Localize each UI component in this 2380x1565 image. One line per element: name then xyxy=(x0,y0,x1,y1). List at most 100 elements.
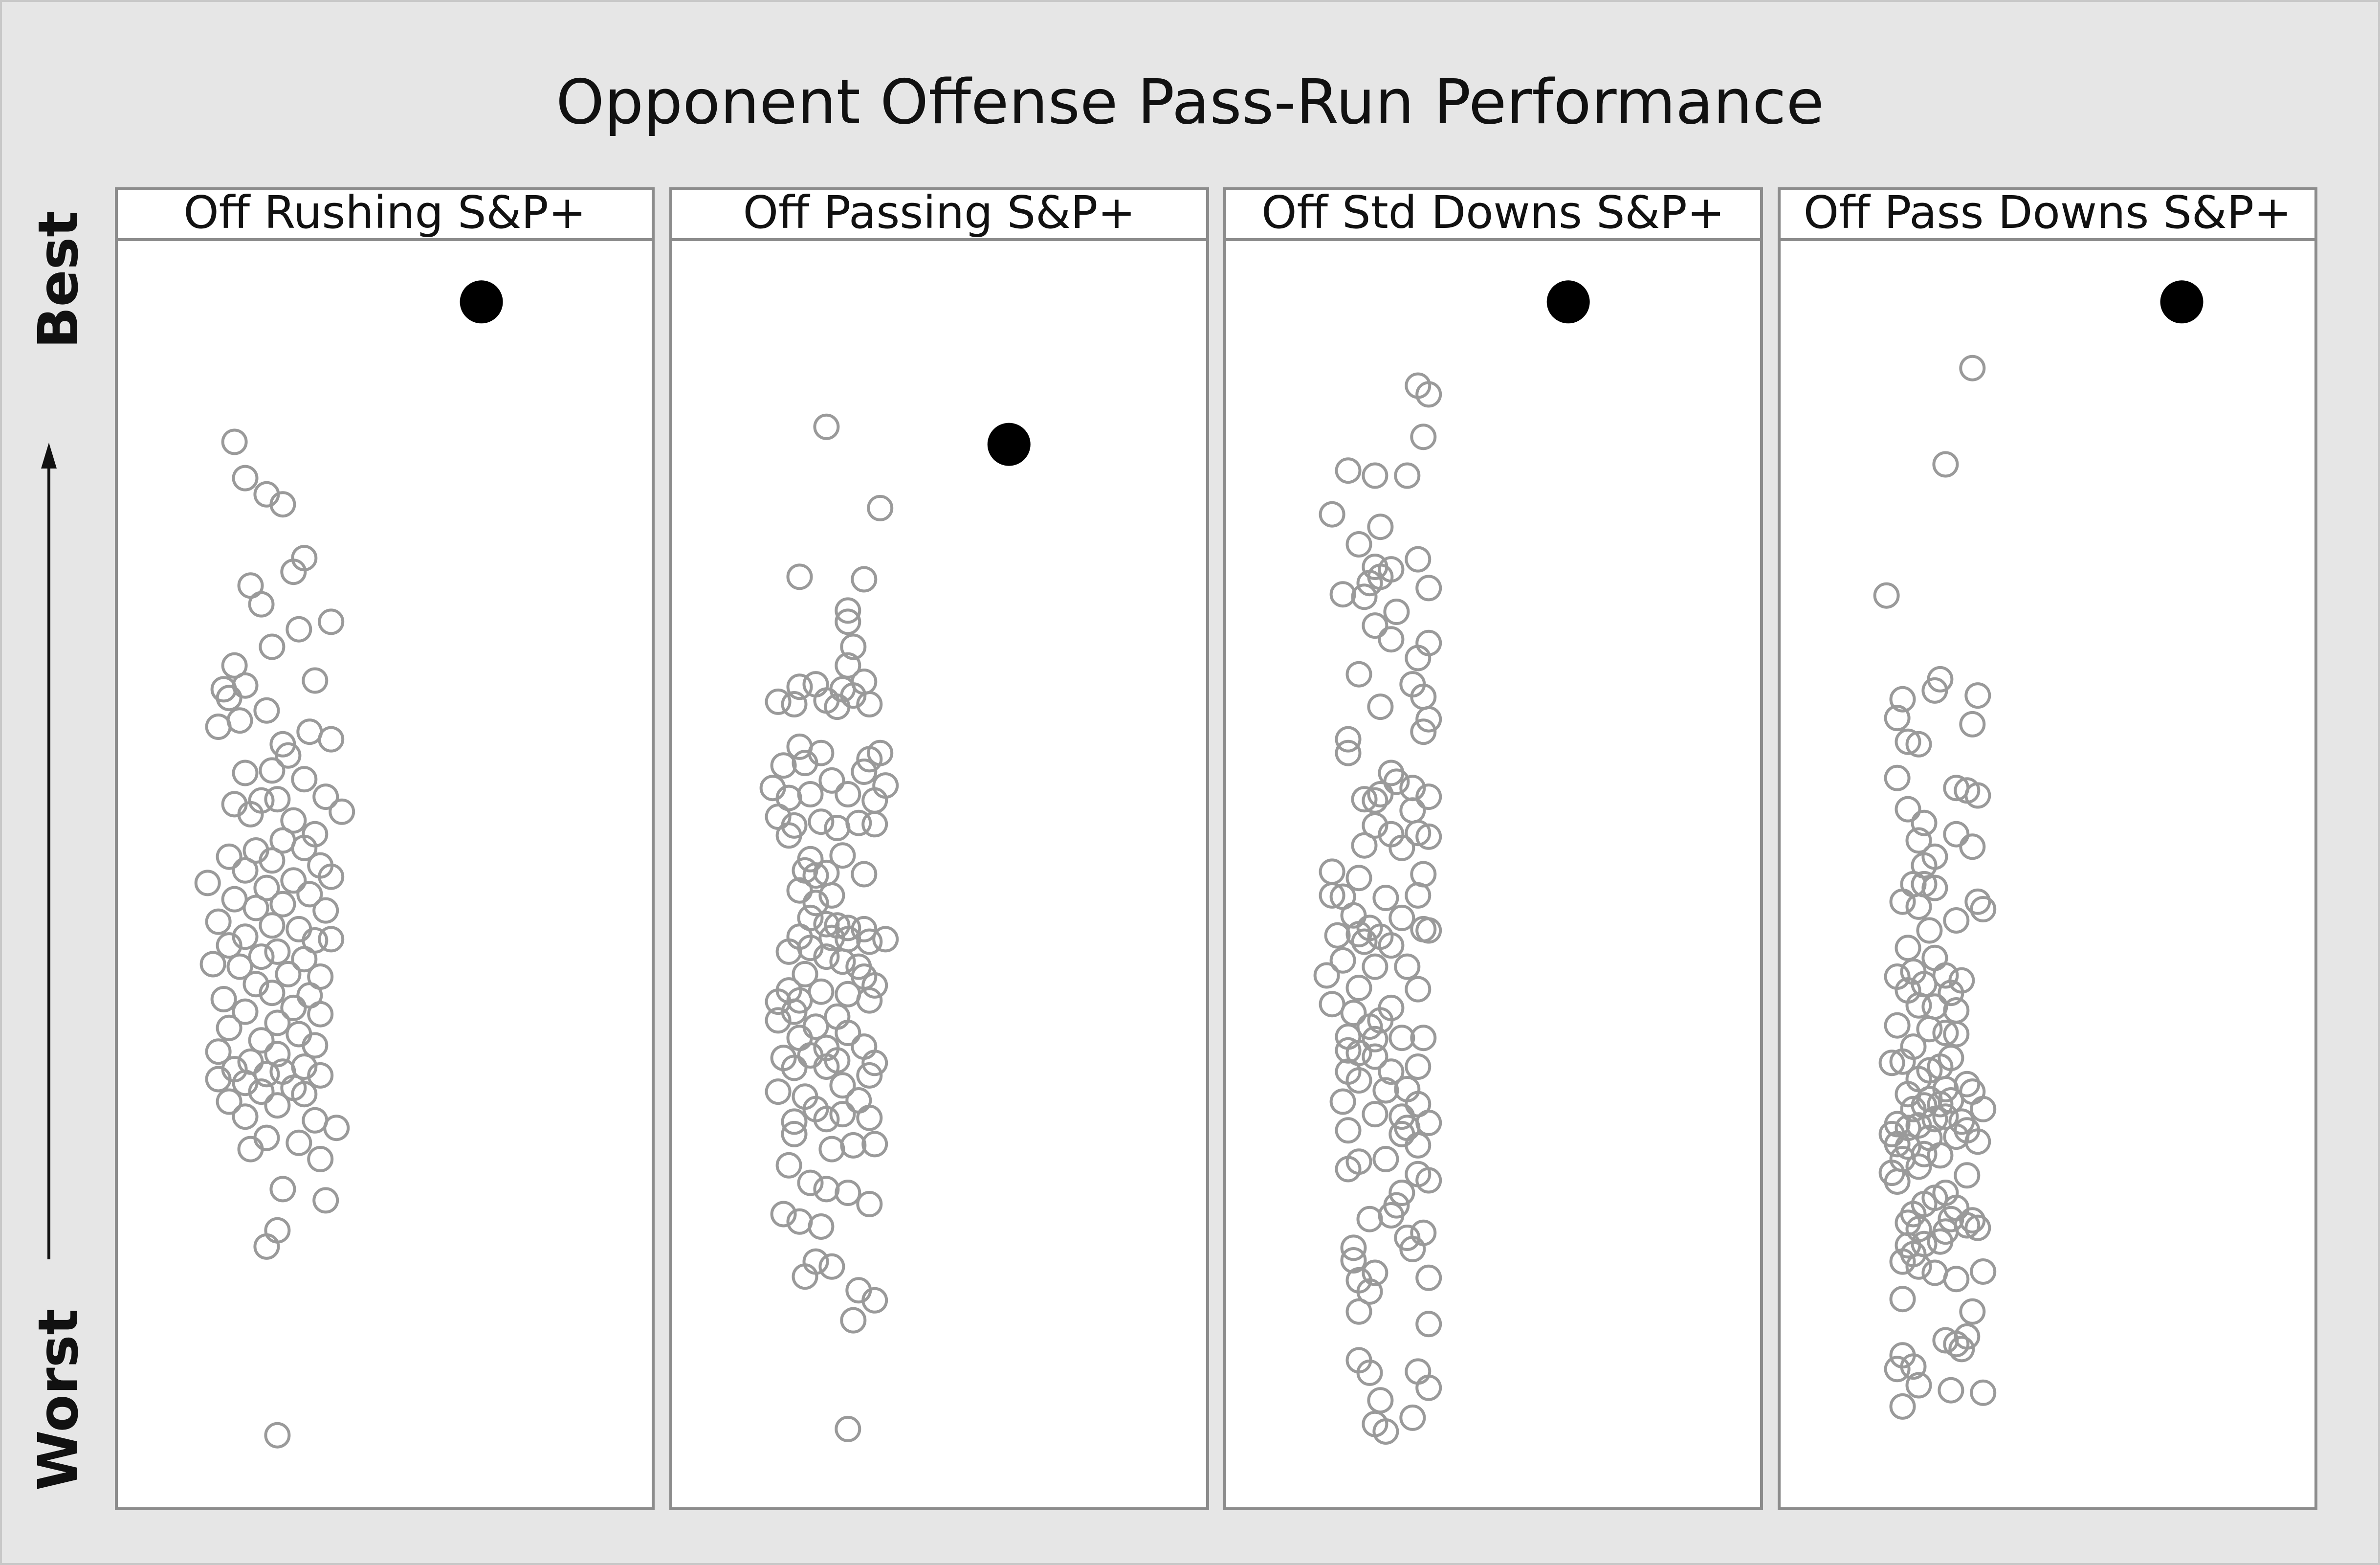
data-point xyxy=(1905,992,1932,1019)
data-point xyxy=(861,972,888,999)
panel-frame xyxy=(1223,187,1763,1510)
data-point xyxy=(237,1136,264,1163)
data-point xyxy=(1938,1377,1964,1404)
data-point xyxy=(264,1009,291,1036)
data-point xyxy=(221,428,248,455)
data-point xyxy=(1943,1266,1970,1293)
data-point xyxy=(1921,677,1948,704)
data-point xyxy=(781,998,808,1025)
data-point xyxy=(1905,893,1932,920)
data-point xyxy=(1340,902,1367,929)
data-point xyxy=(856,928,883,955)
data-point xyxy=(259,633,286,660)
data-point xyxy=(259,757,286,784)
data-point xyxy=(1410,718,1437,745)
panel-title: Off Passing S&P+ xyxy=(743,186,1136,239)
data-point xyxy=(1367,514,1394,540)
data-point xyxy=(1362,1026,1388,1052)
data-point xyxy=(781,691,808,717)
data-point xyxy=(1335,1117,1362,1144)
data-point xyxy=(1415,783,1442,810)
data-point xyxy=(1335,1156,1362,1183)
data-point xyxy=(259,980,286,1006)
data-point xyxy=(1415,575,1442,602)
data-point xyxy=(1319,501,1345,528)
data-point xyxy=(1329,947,1356,974)
data-point xyxy=(1884,1012,1911,1039)
data-point xyxy=(1900,1353,1927,1380)
data-point xyxy=(199,951,226,978)
data-point xyxy=(286,1129,312,1156)
panel-3: Off Std Downs S&P+ xyxy=(1223,186,1763,1510)
data-point xyxy=(1415,1374,1442,1401)
data-point xyxy=(253,1233,280,1260)
data-point xyxy=(216,843,242,870)
data-point xyxy=(1927,1228,1954,1255)
data-point xyxy=(1938,1087,1964,1114)
data-point xyxy=(1900,1096,1927,1122)
data-point xyxy=(275,961,302,987)
data-point xyxy=(1335,457,1362,484)
data-point xyxy=(1405,1053,1432,1080)
panel-title: Off Rushing S&P+ xyxy=(183,186,586,239)
data-point xyxy=(1405,820,1432,847)
data-point xyxy=(1362,812,1388,839)
data-point xyxy=(1378,932,1405,959)
data-point xyxy=(1362,1043,1388,1070)
data-point xyxy=(1399,1236,1426,1262)
data-point xyxy=(1362,612,1388,639)
data-point xyxy=(1884,1131,1911,1158)
data-point xyxy=(840,1132,867,1159)
data-point xyxy=(856,1191,883,1217)
data-point xyxy=(205,908,232,935)
data-point xyxy=(269,491,296,518)
data-point xyxy=(775,1152,802,1179)
data-point xyxy=(856,987,883,1014)
data-point xyxy=(1970,896,1997,922)
data-point xyxy=(835,1415,861,1442)
data-point xyxy=(861,1131,888,1158)
data-point xyxy=(1959,355,1986,381)
data-point xyxy=(1905,827,1932,854)
data-point xyxy=(1932,451,1959,478)
data-point xyxy=(1405,546,1432,573)
data-point xyxy=(797,1169,824,1196)
data-point xyxy=(1378,1202,1405,1229)
data-point xyxy=(1948,1336,1975,1363)
data-point xyxy=(1943,821,1970,848)
data-point xyxy=(1345,531,1372,558)
data-point xyxy=(216,1014,242,1041)
data-point xyxy=(264,1041,291,1068)
y-label-best: Best xyxy=(27,211,90,349)
data-point xyxy=(1884,1168,1911,1195)
data-point xyxy=(1415,706,1442,733)
data-point xyxy=(307,1062,334,1089)
data-point xyxy=(1351,832,1378,859)
data-point xyxy=(818,924,845,951)
data-point xyxy=(786,563,813,590)
data-point xyxy=(1319,882,1345,909)
data-point xyxy=(248,943,275,970)
data-point xyxy=(797,935,824,961)
data-point xyxy=(1388,1025,1415,1051)
data-point xyxy=(872,772,899,799)
data-point xyxy=(851,566,878,593)
data-point xyxy=(1889,1248,1916,1275)
data-point xyxy=(307,1146,334,1172)
chart-title: Opponent Offense Pass-Run Performance xyxy=(556,66,1824,138)
data-point xyxy=(1932,1020,1959,1046)
data-point xyxy=(232,1103,259,1130)
data-point xyxy=(765,1078,792,1105)
data-point xyxy=(835,781,861,807)
data-point xyxy=(1388,1180,1415,1206)
data-point xyxy=(861,811,888,838)
data-point xyxy=(1970,1096,1997,1122)
data-point xyxy=(280,807,307,834)
data-point xyxy=(1905,1153,1932,1180)
data-point xyxy=(1954,1162,1981,1189)
data-point xyxy=(1367,781,1394,807)
data-point xyxy=(1932,1103,1959,1130)
data-point xyxy=(1335,726,1362,753)
